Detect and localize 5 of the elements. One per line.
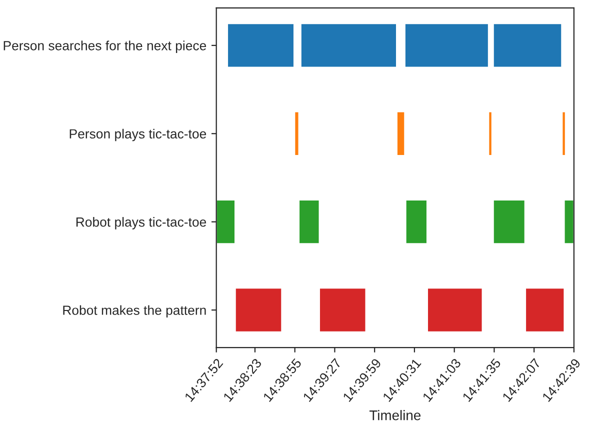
y-tick-label: Robot plays tic-tac-toe — [76, 217, 206, 230]
y-tick-label: Robot makes the pattern — [63, 305, 206, 318]
x-axis-title: Timeline — [369, 410, 421, 420]
y-tick-label: Person searches for the next piece — [4, 40, 206, 53]
y-tick-label: Person plays tic-tac-toe — [70, 128, 206, 142]
